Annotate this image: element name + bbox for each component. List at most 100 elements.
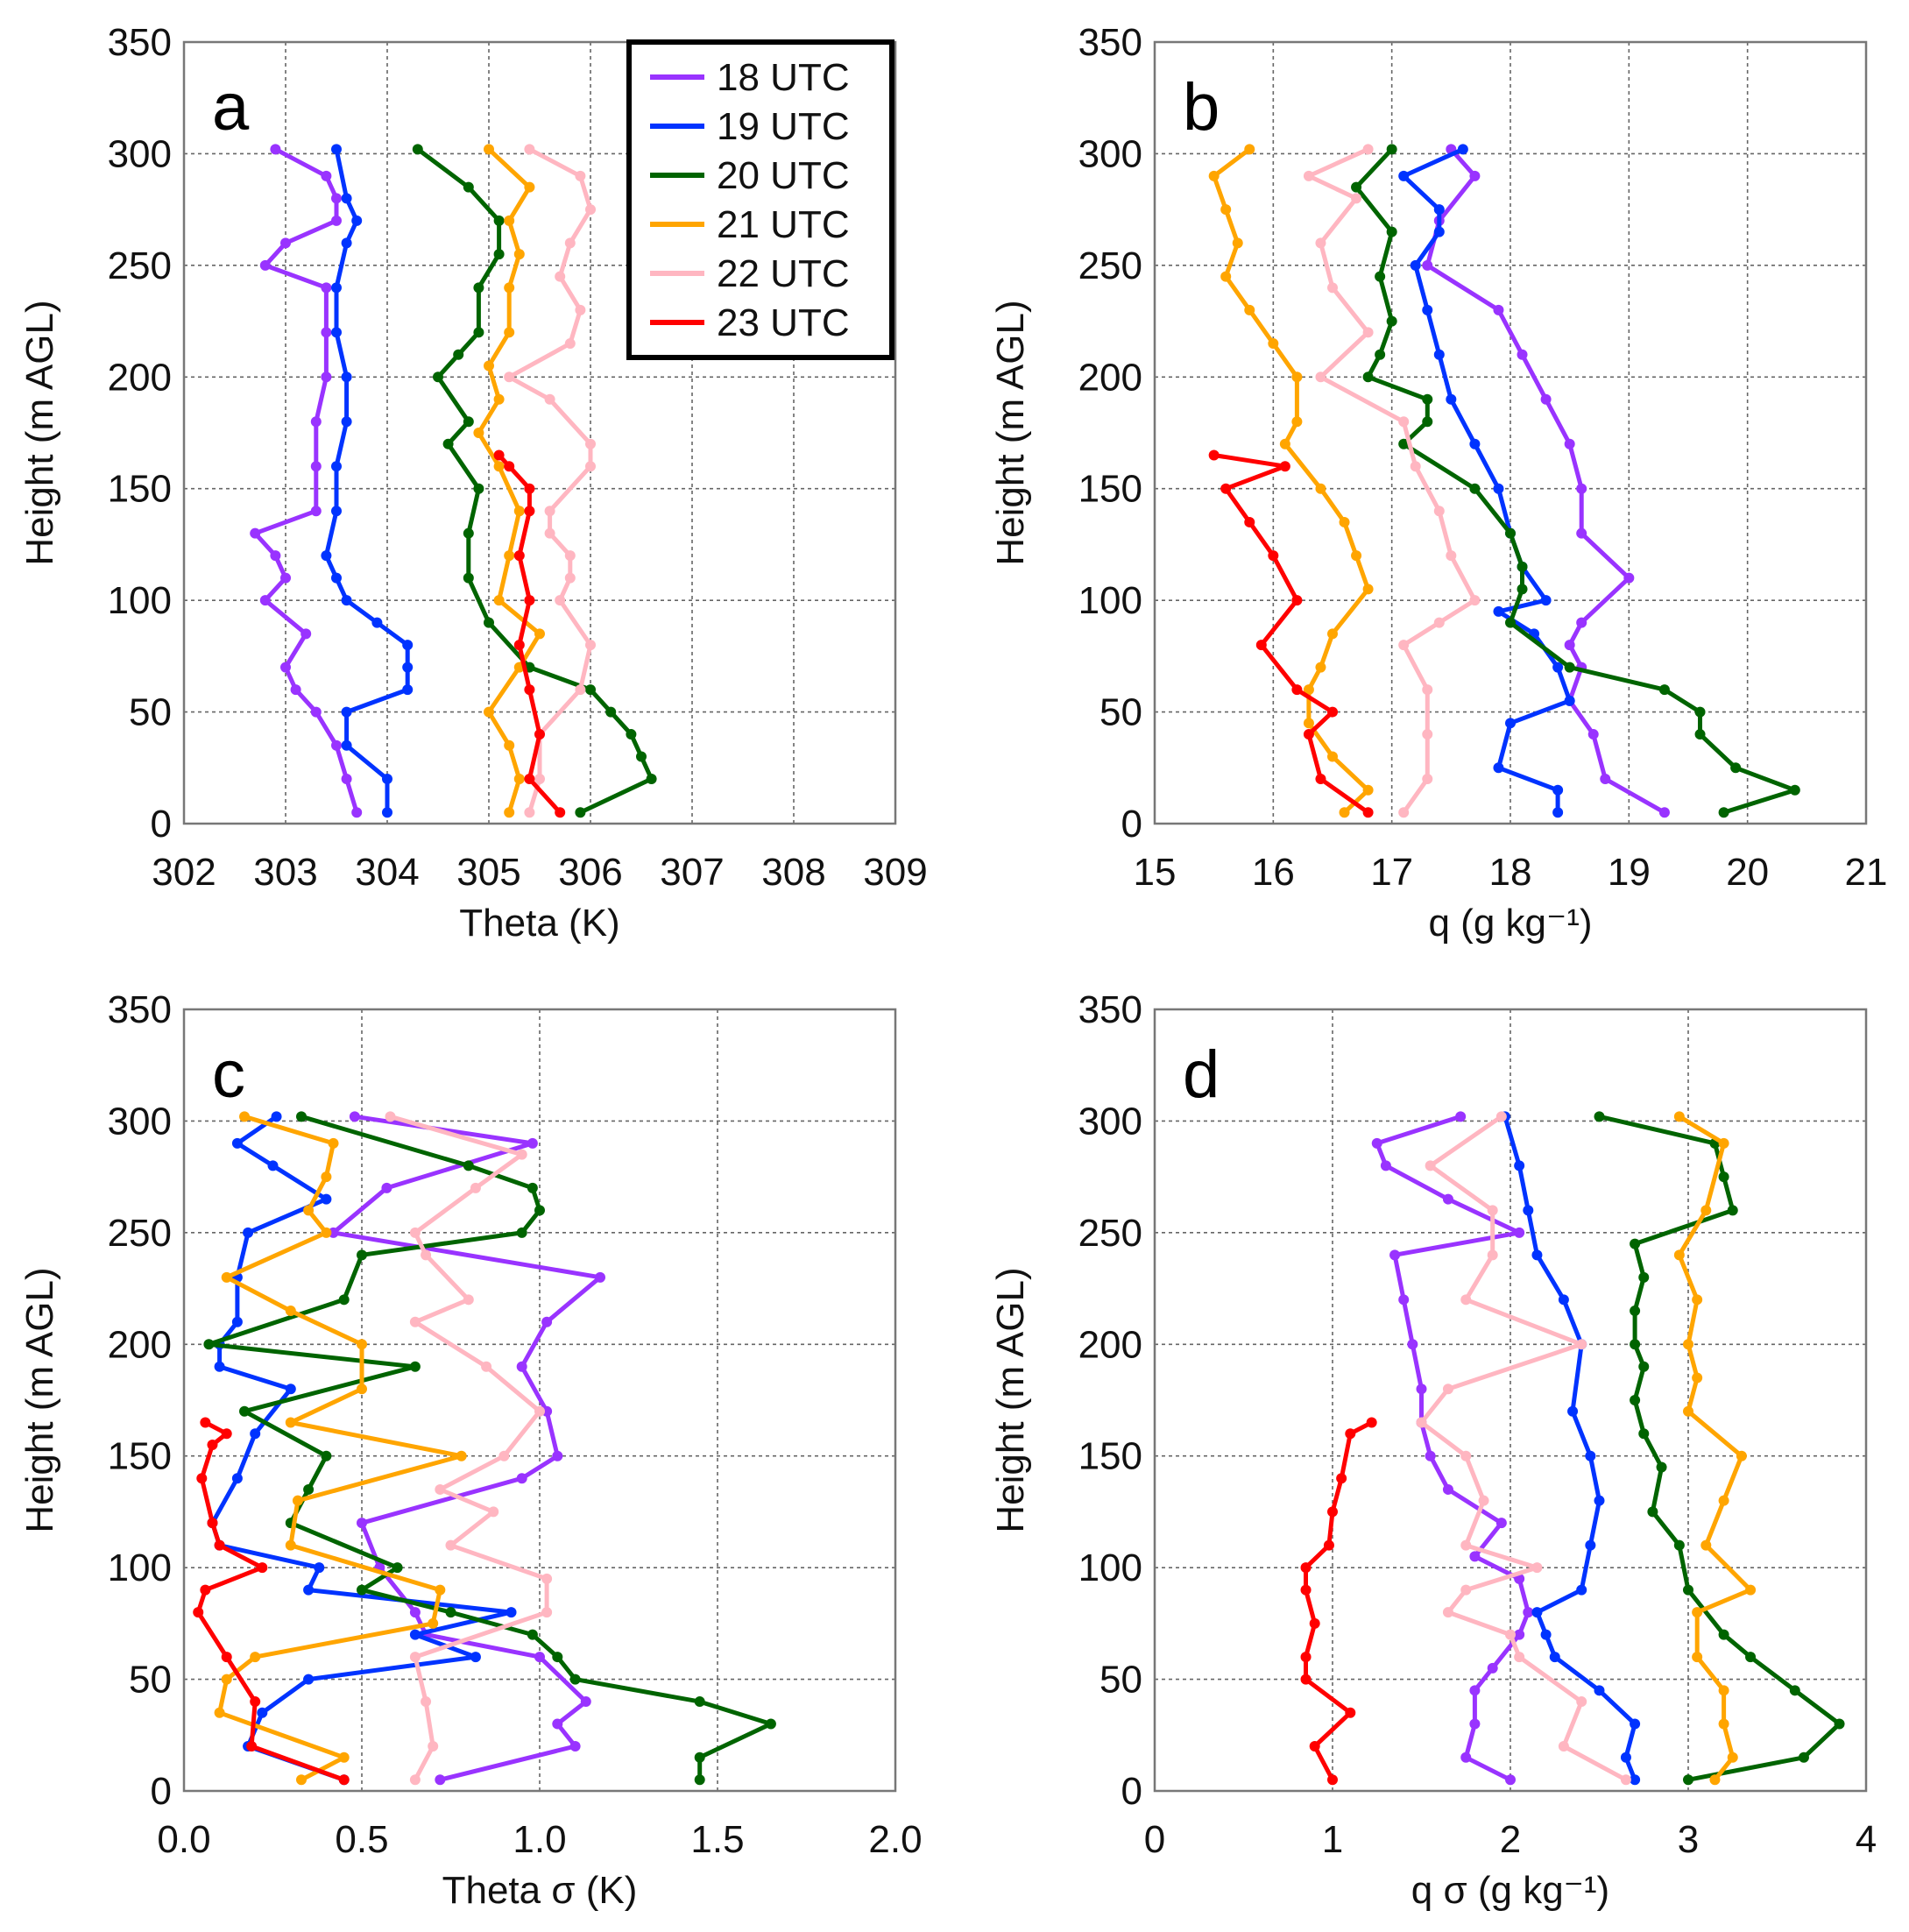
data-point	[1351, 181, 1362, 193]
y-tick-label: 200	[1078, 356, 1142, 399]
panel-letter: c	[212, 1037, 245, 1112]
y-tick-label: 0	[151, 1770, 172, 1813]
data-point	[524, 684, 535, 696]
data-point	[1514, 1227, 1525, 1238]
data-point	[1422, 729, 1433, 740]
data-point	[331, 572, 342, 584]
data-point	[1457, 144, 1468, 155]
data-point	[1460, 1584, 1472, 1596]
data-point	[1422, 774, 1433, 785]
data-point	[310, 461, 322, 472]
data-point	[221, 1674, 232, 1685]
data-point	[504, 807, 515, 818]
data-point	[250, 1696, 261, 1708]
data-point	[402, 640, 414, 651]
series-23-utc	[493, 449, 566, 818]
data-point	[1576, 527, 1587, 539]
series-23-utc	[193, 1417, 350, 1786]
data-point	[1656, 1461, 1667, 1473]
series-line	[1502, 1114, 1637, 1782]
data-point	[1594, 1685, 1605, 1696]
data-point	[1683, 1339, 1693, 1350]
data-point	[357, 1339, 367, 1350]
x-tick-label: 4	[1856, 1818, 1877, 1861]
data-point	[1291, 595, 1303, 606]
data-point	[504, 550, 515, 562]
data-point	[1433, 506, 1445, 517]
data-point	[246, 1741, 258, 1752]
data-point	[321, 282, 332, 294]
data-point	[504, 215, 515, 226]
y-axis-label: Height (m AGL)	[18, 1267, 61, 1532]
data-point	[580, 1696, 591, 1708]
data-point	[569, 1674, 581, 1685]
data-point	[295, 1774, 307, 1786]
data-point	[1517, 561, 1528, 572]
data-point	[1268, 550, 1279, 562]
data-point	[1700, 1205, 1712, 1216]
data-point	[1351, 550, 1362, 562]
data-point	[605, 706, 617, 718]
data-point	[1460, 1294, 1472, 1306]
data-point	[1585, 1539, 1596, 1551]
y-tick-label: 50	[129, 1659, 172, 1702]
data-point	[270, 144, 281, 155]
data-point	[1375, 349, 1386, 360]
data-point	[280, 662, 291, 673]
data-point	[341, 740, 352, 751]
data-point	[1576, 1584, 1587, 1596]
data-point	[1386, 144, 1397, 155]
data-point	[331, 740, 342, 751]
data-point	[1291, 684, 1303, 696]
data-point	[409, 1629, 421, 1640]
data-point	[552, 1652, 563, 1663]
data-point	[1309, 1741, 1320, 1752]
y-tick-label: 350	[108, 21, 172, 64]
panel-c: 0.0 0.5 1.0 1.5 2.0 0 50 100 150 200 250 300 350 Thet…	[18, 988, 923, 1912]
data-point	[1371, 1137, 1382, 1149]
data-point	[290, 684, 301, 696]
data-point	[524, 144, 535, 155]
data-point	[1638, 1361, 1650, 1372]
data-point	[516, 1227, 527, 1238]
legend: 18 UTC 19 UTC 20 UTC 21 UTC 22 UTC 23 UTC	[626, 39, 894, 360]
data-point	[1594, 1495, 1605, 1506]
data-point	[1315, 483, 1326, 494]
data-point	[259, 259, 271, 271]
data-point	[200, 1417, 211, 1428]
data-point	[1505, 718, 1516, 729]
series-line	[1677, 1114, 1753, 1782]
data-point	[338, 1774, 350, 1786]
legend-entry: 19 UTC	[650, 105, 850, 148]
data-point	[498, 1450, 510, 1461]
y-tick-label: 250	[1078, 244, 1142, 287]
data-point	[1362, 144, 1374, 155]
data-point	[271, 1111, 282, 1122]
y-axis-label: Height (m AGL)	[18, 300, 61, 565]
data-point	[341, 372, 352, 383]
data-point	[239, 1405, 251, 1417]
data-point	[1700, 1539, 1712, 1551]
data-point	[513, 550, 525, 562]
data-point	[1834, 1718, 1845, 1730]
data-point	[456, 1450, 467, 1461]
data-point	[1433, 226, 1445, 237]
data-point	[1727, 1205, 1738, 1216]
series-20-utc	[1351, 144, 1800, 818]
data-point	[1244, 516, 1255, 527]
data-point	[1564, 438, 1575, 449]
data-point	[1327, 751, 1338, 762]
data-point	[409, 1774, 421, 1786]
data-point	[1220, 204, 1232, 216]
data-point	[1630, 1774, 1641, 1786]
data-point	[433, 372, 443, 383]
x-tick-label: 0	[1144, 1818, 1165, 1861]
data-point	[1564, 695, 1575, 706]
data-point	[534, 1205, 545, 1216]
data-point	[1442, 1483, 1453, 1495]
data-point	[1495, 1111, 1507, 1122]
data-point	[1487, 1205, 1498, 1216]
data-point	[382, 807, 392, 818]
data-point	[534, 774, 545, 785]
data-point	[1386, 315, 1397, 327]
